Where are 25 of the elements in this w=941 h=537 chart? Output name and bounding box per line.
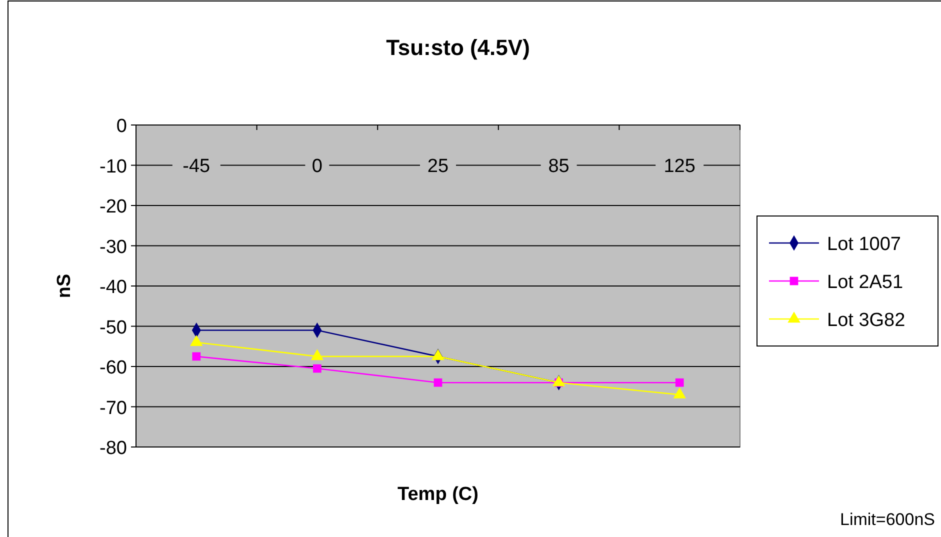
point bbox=[192, 352, 201, 361]
point bbox=[313, 364, 322, 373]
x-tick-label: 0 bbox=[312, 156, 322, 177]
chart-title: Tsu:sto (4.5V) bbox=[386, 35, 530, 60]
x-tick-label: 85 bbox=[548, 156, 570, 177]
x-tick-label: -45 bbox=[182, 156, 210, 177]
y-tick-label: -60 bbox=[100, 358, 127, 378]
y-tick-label: -30 bbox=[100, 236, 127, 258]
legend-label: Lot 1007 bbox=[827, 234, 901, 255]
y-tick-label: -20 bbox=[100, 196, 127, 218]
x-tick-label: 25 bbox=[427, 156, 449, 177]
point bbox=[434, 378, 442, 387]
y-tick-label: -40 bbox=[100, 277, 127, 298]
y-tick-label: -80 bbox=[100, 438, 127, 459]
legend-label: Lot 3G82 bbox=[827, 310, 906, 331]
y-tick-label: 0 bbox=[116, 116, 127, 137]
legend-label: Lot 2A51 bbox=[827, 272, 904, 293]
text: Limit=600nS bbox=[840, 510, 935, 529]
point bbox=[675, 378, 684, 387]
y-tick-label: -50 bbox=[100, 317, 127, 338]
y-tick-label: -10 bbox=[100, 156, 127, 178]
y-axis-title: nS bbox=[54, 274, 75, 298]
x-axis-title: Temp (C) bbox=[398, 484, 478, 505]
x-tick-label: 125 bbox=[664, 156, 696, 177]
y-tick-label: -70 bbox=[100, 398, 127, 419]
